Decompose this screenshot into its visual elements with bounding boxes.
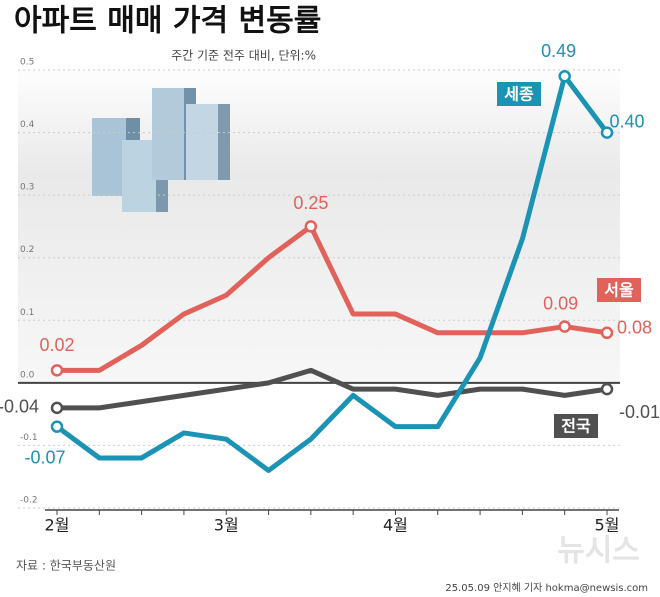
y-tick-label: 0.4 xyxy=(20,120,35,130)
value-label: 0.25 xyxy=(293,193,328,213)
value-label: -0.04 xyxy=(0,397,39,417)
data-point xyxy=(50,420,64,433)
x-tick-label: 3월 xyxy=(214,516,239,535)
data-point xyxy=(50,364,64,377)
data-point xyxy=(600,126,614,139)
data-point xyxy=(600,382,614,396)
legend-box xyxy=(497,82,541,106)
series-line xyxy=(57,367,608,411)
y-tick-label: 0.2 xyxy=(20,245,34,255)
data-point xyxy=(558,320,571,333)
x-tick-label: 4월 xyxy=(383,516,408,535)
y-tick-label: 0.1 xyxy=(20,308,34,318)
building-icon xyxy=(92,88,230,212)
source: 자료 : 한국부동산원 xyxy=(16,559,116,573)
credit: 25.05.09 안지혜 기자 hokma@newsis.com xyxy=(445,582,648,594)
x-tick-label: 2월 xyxy=(45,516,70,535)
value-label: -0.01 xyxy=(619,402,660,422)
y-tick-label: -0.1 xyxy=(20,433,38,443)
value-label: 0.02 xyxy=(39,335,74,355)
data-point xyxy=(600,326,614,340)
series-line xyxy=(57,223,608,373)
data-point xyxy=(304,220,318,233)
chart-title: 아파트 매매 가격 변동률 xyxy=(14,4,321,39)
value-label: 0.09 xyxy=(543,293,578,313)
y-tick-label: 0.5 xyxy=(20,58,34,68)
series-line xyxy=(55,73,609,473)
legend-box xyxy=(597,278,641,302)
logo: 뉴시스 xyxy=(557,534,640,569)
y-tick-label: 0.0 xyxy=(20,370,35,380)
legend-label: 서울 xyxy=(604,281,634,300)
y-tick-label: -0.2 xyxy=(20,496,38,506)
plot-background xyxy=(18,62,620,384)
value-label: -0.07 xyxy=(24,447,65,467)
value-label: 0.40 xyxy=(609,111,644,131)
data-point xyxy=(558,70,571,83)
legend-label: 전국 xyxy=(561,417,591,436)
chart-subtitle: 주간 기준 전주 대비, 단위:% xyxy=(171,49,316,63)
legend-box xyxy=(554,414,598,438)
value-label: 0.08 xyxy=(617,318,652,338)
x-tick-label: 5월 xyxy=(595,516,620,535)
legend-label: 세종 xyxy=(504,85,534,104)
value-label: 0.49 xyxy=(541,41,576,61)
data-point xyxy=(50,401,64,415)
y-tick-label: 0.3 xyxy=(20,183,34,193)
